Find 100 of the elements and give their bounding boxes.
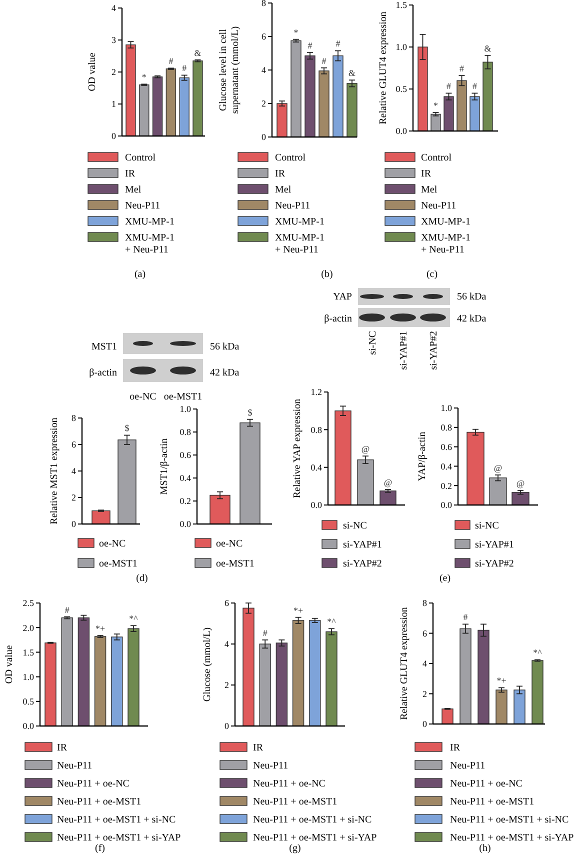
legend-label: Mel xyxy=(421,184,438,196)
text: 56 kDa xyxy=(457,292,487,302)
bar xyxy=(192,60,203,136)
y-tick-label: 0.8 xyxy=(180,427,192,438)
legend-label: Neu-P11 xyxy=(253,760,288,772)
bar xyxy=(318,70,330,138)
y-axis-title: Glucose (mmol/L) xyxy=(202,627,213,702)
legend-label: Mel xyxy=(275,184,292,196)
y-tick-label: 3 xyxy=(112,35,116,46)
bar xyxy=(532,660,544,724)
legend-label: Control xyxy=(125,152,156,164)
y-tick-label: 2.0 xyxy=(22,622,34,633)
bar xyxy=(259,644,271,726)
y-axis-title: OD value xyxy=(4,644,15,684)
bar xyxy=(334,410,352,506)
bar xyxy=(78,617,90,726)
y-tick-label: 1.0 xyxy=(180,404,192,414)
data-label: # xyxy=(472,81,478,92)
y-axis-title: Relative GLUT4 expression xyxy=(378,12,389,124)
legend-label: si-YAP#1 xyxy=(343,540,382,550)
bar xyxy=(139,84,150,136)
data-label: # xyxy=(308,40,313,50)
y-tick-label: 1.0 xyxy=(22,672,34,682)
legend-label: Neu-P11 + oe-MST1 + si-YAP xyxy=(253,832,378,844)
data-label: & xyxy=(484,43,492,54)
y-tick-label: 0.8 xyxy=(310,424,322,435)
legend-label: IR xyxy=(275,168,286,180)
legend-label: si-NC xyxy=(475,520,500,532)
text: oe-MST1 xyxy=(164,392,202,402)
text: si-YAP#1 xyxy=(398,331,410,370)
y-axis-title: OD value xyxy=(87,52,98,92)
data-label: * xyxy=(434,100,438,111)
bar xyxy=(489,477,507,506)
y-tick-label: 0 xyxy=(422,719,428,730)
data-label: * xyxy=(142,72,147,82)
bar xyxy=(430,114,441,132)
data-label: # xyxy=(336,38,341,49)
y-tick-label: 0.5 xyxy=(396,84,408,94)
legend-label: XMU-MP-1 + Neu-P11 xyxy=(125,232,174,256)
bar xyxy=(346,83,358,138)
text: (c) xyxy=(426,269,438,280)
bar xyxy=(514,690,526,724)
legend-label: XMU-MP-1 + Neu-P11 xyxy=(275,232,324,256)
y-tick-label: 0.8 xyxy=(440,422,452,433)
y-tick-label: 2 xyxy=(112,67,116,78)
text: 42 kDa xyxy=(457,314,487,324)
bar xyxy=(470,96,480,132)
bar xyxy=(456,80,467,132)
y-tick-label: 2.5 xyxy=(22,598,34,608)
y-tick-label: 0.0 xyxy=(310,500,322,510)
text: (d) xyxy=(136,573,148,584)
y-axis-title: Relative GLUT4 expression xyxy=(399,607,410,720)
bar xyxy=(304,55,316,138)
y-tick-label: 0.4 xyxy=(440,461,452,472)
data-label: # xyxy=(64,604,70,615)
bar xyxy=(444,96,454,132)
data-label: # xyxy=(463,612,468,622)
y-tick-label: 2 xyxy=(224,680,229,690)
y-tick-label: 1 xyxy=(112,99,116,110)
text: 42 kDa xyxy=(210,368,240,378)
y-tick-label: 4 xyxy=(72,466,76,476)
y-tick-label: 0.6 xyxy=(440,442,452,452)
y-tick-label: 2 xyxy=(422,688,427,699)
legend-label: Neu-P11 xyxy=(125,200,160,212)
legend-label: Control xyxy=(421,152,452,164)
data-label: @ xyxy=(384,477,392,488)
y-tick-label: 6 xyxy=(224,598,230,608)
legend-label: Neu-P11 + oe-MST1 xyxy=(450,796,534,808)
bar xyxy=(482,62,493,132)
y-tick-label: 6 xyxy=(422,628,428,638)
y-tick-label: 0.2 xyxy=(440,480,452,491)
legend-label: Neu-P11 xyxy=(421,200,456,212)
y-tick-label: 4 xyxy=(262,65,266,76)
y-tick-label: 1.0 xyxy=(396,42,408,52)
y-tick-label: 1.5 xyxy=(396,0,408,10)
y-tick-label: 2 xyxy=(262,98,266,109)
legend-label: Neu-P11 + oe-NC xyxy=(450,778,523,790)
legend-label: IR xyxy=(57,742,68,754)
bar xyxy=(496,690,508,724)
y-axis-title: Relative YAP expression xyxy=(292,398,303,498)
bar xyxy=(276,642,288,726)
legend-label: Neu-P11 xyxy=(57,760,92,772)
y-axis-title: YAP/β-actin xyxy=(417,432,428,482)
legend-label: Neu-P11 xyxy=(275,200,310,212)
bar xyxy=(512,492,530,506)
data-label: *^ xyxy=(533,648,543,658)
legend-label: oe-NC xyxy=(99,538,126,550)
y-tick-label: 0.6 xyxy=(180,450,192,460)
data-label: # xyxy=(262,628,268,638)
bar xyxy=(290,40,302,138)
legend-label: XMU-MP-1 xyxy=(125,216,174,228)
legend-label: Neu-P11 + oe-MST1 + si-YAP xyxy=(57,832,182,844)
data-label: @ xyxy=(516,478,525,488)
bar xyxy=(179,77,190,136)
text: MST1 xyxy=(91,342,117,352)
text: YAP xyxy=(333,292,352,302)
bar xyxy=(380,490,396,506)
y-tick-label: 0.4 xyxy=(180,473,192,484)
y-tick-label: 0.5 xyxy=(22,696,34,707)
text: si-NC xyxy=(368,330,378,355)
